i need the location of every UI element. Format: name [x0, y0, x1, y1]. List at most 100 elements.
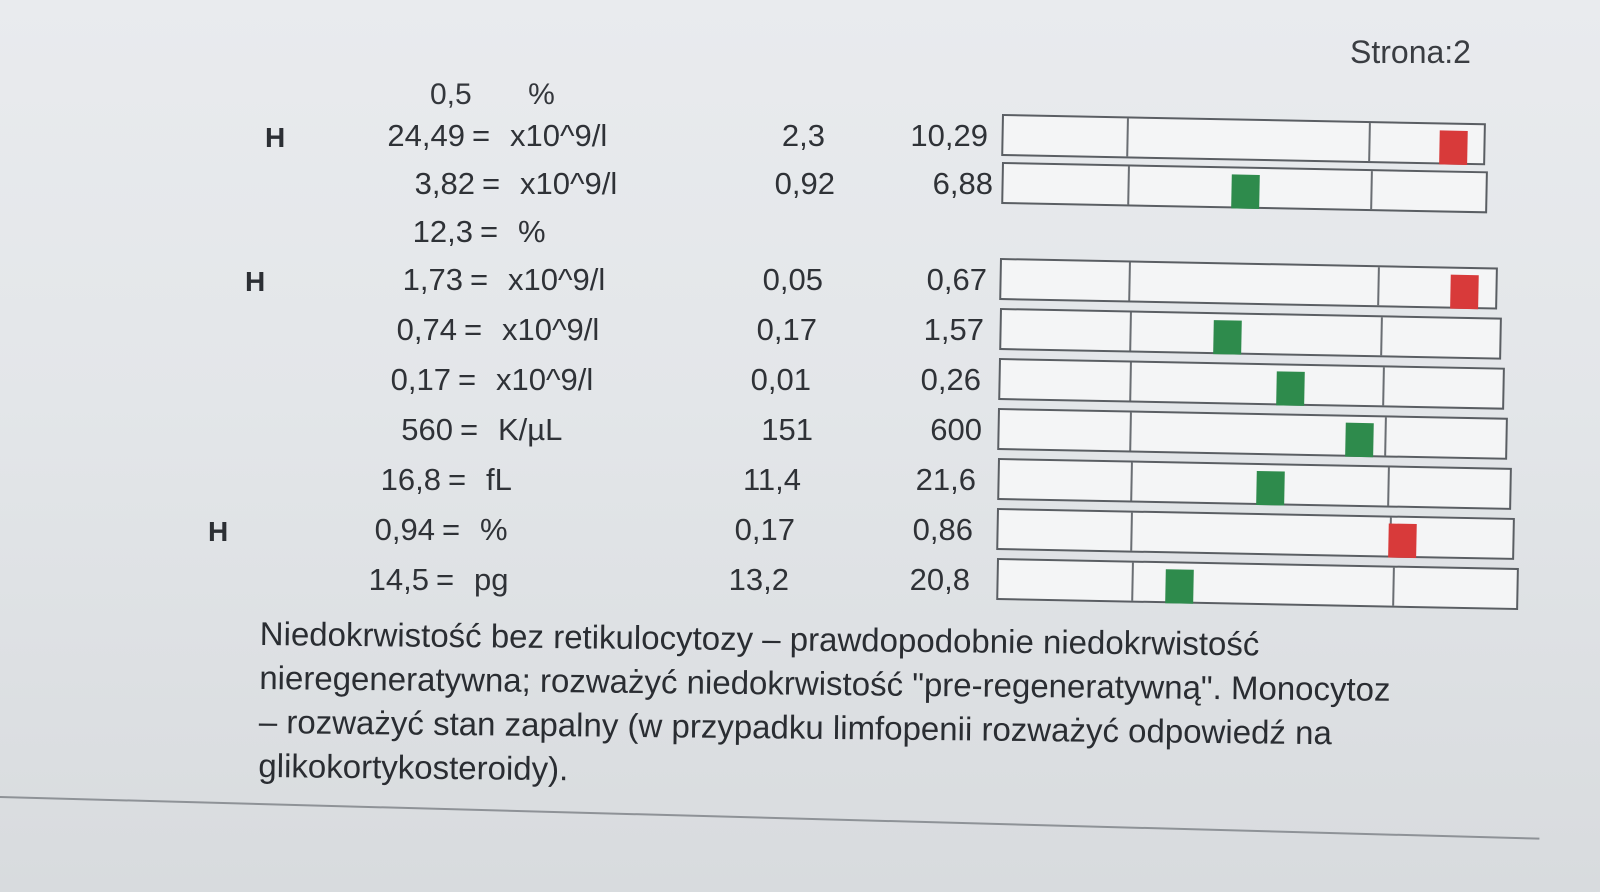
result-unit: x10^9/l	[510, 118, 608, 153]
equals-sign: =	[460, 412, 479, 447]
reference-high: 6,88	[932, 166, 993, 201]
divider-line	[0, 796, 1540, 840]
equals-sign: =	[464, 312, 483, 347]
range-bar-divider-low	[1126, 118, 1129, 157]
equals-sign: =	[458, 362, 477, 397]
equals-sign: =	[472, 118, 491, 153]
result-unit: x10^9/l	[496, 362, 594, 397]
result-value: 16,8	[380, 462, 441, 497]
result-value: 560	[401, 412, 453, 447]
result-unit: x10^9/l	[508, 262, 606, 297]
result-row: 12,3 =%	[0, 214, 1600, 254]
high-result-marker	[1388, 523, 1417, 559]
range-bar-divider-high	[1387, 467, 1390, 506]
range-bar	[998, 358, 1505, 410]
high-flag: H	[245, 266, 266, 297]
normal-result-marker	[1345, 422, 1374, 458]
normal-result-marker	[1213, 320, 1242, 355]
reference-low: 2,3	[781, 118, 825, 153]
top-row-value: 0,5	[430, 78, 472, 111]
high-flag: H	[265, 122, 286, 153]
reference-low: 0,17	[756, 312, 817, 347]
result-row: H 24,49 = x10^9/l 2,3 10,29	[0, 114, 1600, 166]
result-value: 24,49	[387, 118, 465, 153]
equals-sign: =	[482, 166, 501, 201]
result-unit: fL	[486, 462, 512, 497]
result-value: 0,74	[396, 312, 457, 347]
reference-low: 13,2	[728, 562, 789, 597]
result-row: 0,74 = x10^9/l 0,17 1,57	[0, 308, 1600, 360]
reference-low: 0,92	[774, 166, 835, 201]
reference-high: 10,29	[910, 118, 988, 153]
reference-low: 0,17	[734, 512, 795, 547]
result-unit: x10^9/l	[502, 312, 600, 347]
reference-high: 600	[930, 412, 982, 447]
result-unit: pg	[474, 562, 509, 597]
result-row: 14,5 = pg 13,2 20,8	[0, 558, 1600, 611]
result-value: 1,73	[402, 262, 463, 297]
high-result-marker	[1450, 274, 1479, 310]
range-bar	[999, 308, 1502, 360]
result-row: 3,82 = x10^9/l 0,92 6,88	[0, 162, 1600, 214]
equals-sign: =	[436, 562, 455, 597]
reference-high: 21,6	[915, 462, 976, 497]
reference-low: 151	[761, 412, 813, 447]
range-bar	[1001, 162, 1488, 214]
result-row: H 0,94 =% 0,17 0,86	[0, 508, 1600, 560]
normal-result-marker	[1276, 371, 1305, 406]
range-bar	[1001, 114, 1486, 166]
equals-sign: =	[448, 462, 467, 497]
range-bar-divider-high	[1384, 417, 1387, 456]
interpretation-comment: Niedokrwistość bez retikulocytozy – praw…	[258, 612, 1590, 802]
range-bar-divider-high	[1382, 367, 1385, 406]
result-unit: %	[518, 214, 546, 249]
top-value-row: 0,5 %	[430, 78, 555, 112]
range-bar-divider-high	[1380, 317, 1383, 356]
range-bar-divider-low	[1127, 166, 1130, 205]
reference-high: 0,67	[926, 262, 987, 297]
equals-sign: =	[470, 262, 489, 297]
reference-high: 0,26	[920, 362, 981, 397]
range-bar-divider-high	[1392, 567, 1395, 606]
result-unit: x10^9/l	[520, 166, 618, 201]
range-bar	[997, 458, 1512, 510]
range-bar	[999, 258, 1498, 310]
range-bar-divider-low	[1128, 262, 1131, 301]
range-bar	[996, 558, 1519, 611]
reference-high: 1,57	[923, 312, 984, 347]
range-bar	[996, 508, 1515, 560]
range-bar-divider-high	[1370, 171, 1373, 210]
reference-high: 0,86	[912, 512, 973, 547]
result-row: H 1,73 = x10^9/l 0,05 0,67	[0, 258, 1600, 310]
equals-sign: =	[442, 512, 461, 547]
reference-high: 20,8	[909, 562, 970, 597]
result-row: 16,8 = fL 11,4 21,6	[0, 458, 1600, 510]
range-bar-divider-high	[1377, 267, 1380, 306]
result-value: 0,17	[390, 362, 451, 397]
result-unit: K/µL	[498, 412, 563, 447]
page-number: Strona:2	[1350, 34, 1471, 70]
reference-low: 11,4	[742, 462, 801, 497]
range-bar-divider-low	[1130, 462, 1133, 501]
result-row: 560 = K/µL 151 600	[0, 408, 1600, 460]
range-bar-divider-high	[1368, 123, 1371, 162]
normal-result-marker	[1165, 569, 1194, 604]
range-bar	[997, 408, 1508, 460]
normal-result-marker	[1231, 174, 1260, 209]
result-value: 12,3	[412, 214, 473, 249]
normal-result-marker	[1256, 470, 1285, 506]
high-result-marker	[1439, 130, 1468, 165]
range-bar-divider-low	[1129, 412, 1132, 451]
result-value: 3,82	[414, 166, 475, 201]
reference-low: 0,01	[750, 362, 811, 397]
result-row: 0,17 = x10^9/l 0,01 0,26	[0, 358, 1600, 410]
equals-sign: =	[480, 214, 499, 249]
reference-low: 0,05	[762, 262, 823, 297]
top-row-unit: %	[528, 78, 555, 111]
range-bar-divider-low	[1130, 512, 1133, 551]
result-unit: %	[480, 512, 508, 547]
range-bar-divider-low	[1131, 562, 1134, 601]
result-value: 0,94	[374, 512, 435, 547]
range-bar-divider-low	[1129, 362, 1132, 401]
